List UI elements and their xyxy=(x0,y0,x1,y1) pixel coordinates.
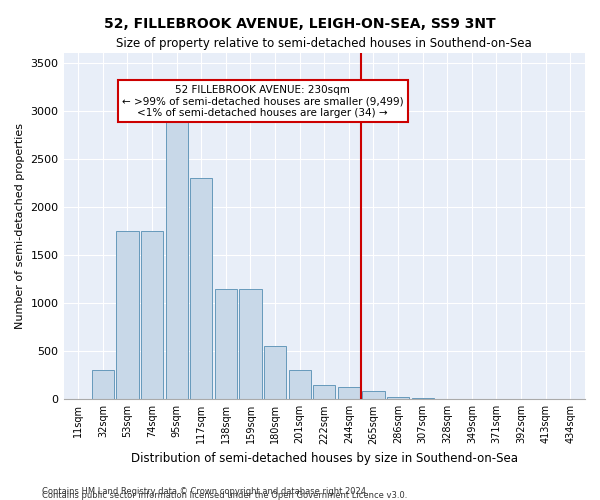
Bar xyxy=(387,398,409,400)
Bar xyxy=(362,390,385,400)
Bar xyxy=(92,370,114,400)
Text: 52 FILLEBROOK AVENUE: 230sqm
← >99% of semi-detached houses are smaller (9,499)
: 52 FILLEBROOK AVENUE: 230sqm ← >99% of s… xyxy=(122,84,404,117)
Bar xyxy=(412,398,434,400)
Bar xyxy=(338,388,360,400)
Bar xyxy=(190,178,212,400)
Bar xyxy=(141,231,163,400)
Text: Contains public sector information licensed under the Open Government Licence v3: Contains public sector information licen… xyxy=(42,492,407,500)
Bar xyxy=(166,116,188,400)
X-axis label: Distribution of semi-detached houses by size in Southend-on-Sea: Distribution of semi-detached houses by … xyxy=(131,452,518,465)
Text: Contains HM Land Registry data © Crown copyright and database right 2024.: Contains HM Land Registry data © Crown c… xyxy=(42,486,368,496)
Y-axis label: Number of semi-detached properties: Number of semi-detached properties xyxy=(15,123,25,329)
Bar xyxy=(313,385,335,400)
Title: Size of property relative to semi-detached houses in Southend-on-Sea: Size of property relative to semi-detach… xyxy=(116,38,532,51)
Bar xyxy=(264,346,286,400)
Bar xyxy=(239,288,262,400)
Bar xyxy=(289,370,311,400)
Text: 52, FILLEBROOK AVENUE, LEIGH-ON-SEA, SS9 3NT: 52, FILLEBROOK AVENUE, LEIGH-ON-SEA, SS9… xyxy=(104,18,496,32)
Bar xyxy=(116,231,139,400)
Bar xyxy=(215,288,237,400)
